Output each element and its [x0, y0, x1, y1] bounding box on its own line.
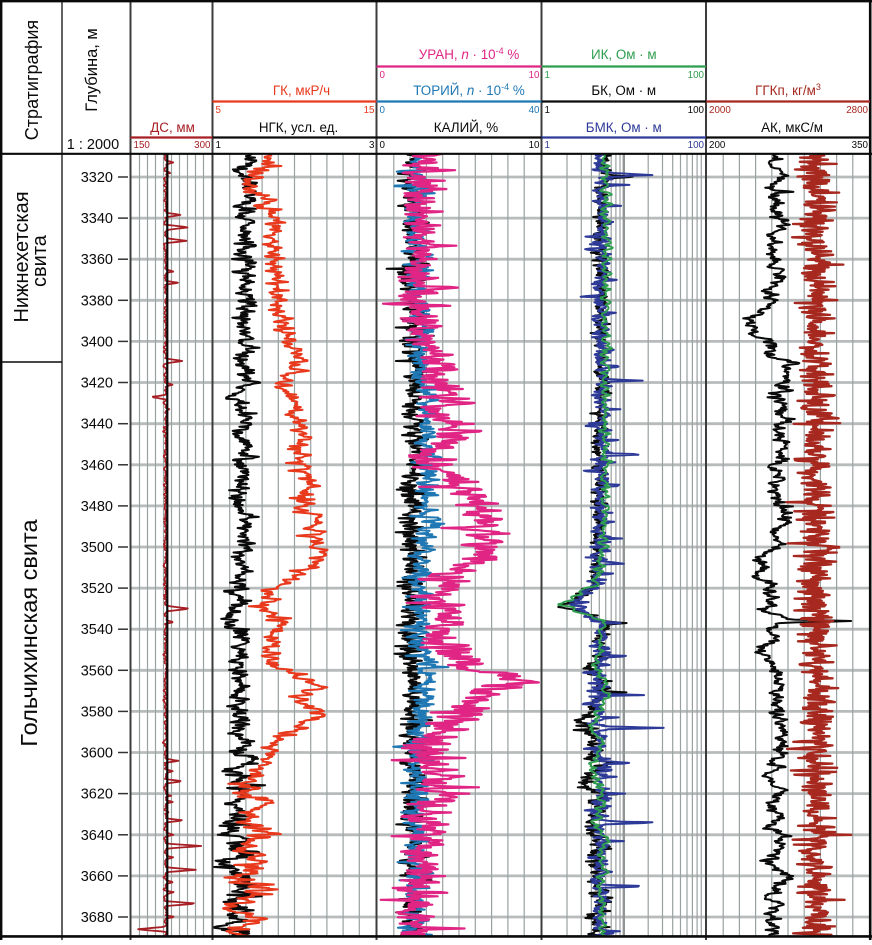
svg-text:ТОРИЙ, n · 10-4 %: ТОРИЙ, n · 10-4 % — [413, 82, 525, 98]
svg-text:1: 1 — [545, 105, 550, 116]
svg-text:3620: 3620 — [81, 787, 113, 803]
svg-text:Стратиграфия: Стратиграфия — [22, 20, 42, 140]
svg-text:БМК, Ом · м: БМК, Ом · м — [586, 120, 662, 135]
svg-text:100: 100 — [688, 105, 705, 116]
svg-text:3660: 3660 — [81, 869, 113, 885]
svg-text:3400: 3400 — [81, 334, 113, 350]
svg-text:ДС, мм: ДС, мм — [150, 120, 195, 135]
svg-text:3380: 3380 — [81, 293, 113, 309]
svg-text:300: 300 — [194, 140, 211, 151]
svg-text:КАЛИЙ, %: КАЛИЙ, % — [434, 120, 499, 135]
svg-text:40: 40 — [529, 105, 540, 116]
svg-text:ИК, Ом · м: ИК, Ом · м — [591, 47, 657, 62]
svg-text:3540: 3540 — [81, 622, 113, 638]
svg-text:3520: 3520 — [81, 581, 113, 597]
svg-text:3420: 3420 — [81, 376, 113, 392]
svg-text:100: 100 — [688, 70, 705, 81]
svg-text:15: 15 — [364, 105, 375, 116]
svg-text:3600: 3600 — [81, 746, 113, 762]
svg-text:3460: 3460 — [81, 458, 113, 474]
svg-text:ГК, мкР/ч: ГК, мкР/ч — [273, 83, 330, 98]
svg-text:200: 200 — [709, 140, 726, 151]
svg-text:Глубина, м: Глубина, м — [83, 28, 101, 112]
svg-text:3640: 3640 — [81, 828, 113, 844]
svg-text:2800: 2800 — [846, 105, 868, 116]
svg-text:свита: свита — [29, 234, 51, 287]
svg-text:350: 350 — [852, 140, 869, 151]
svg-text:Нижнехетская: Нижнехетская — [11, 191, 33, 322]
svg-text:БК, Ом · м: БК, Ом · м — [591, 83, 656, 98]
svg-text:3340: 3340 — [81, 211, 113, 227]
svg-text:5: 5 — [216, 105, 222, 116]
svg-text:Гольчихинская свита: Гольчихинская свита — [16, 519, 42, 747]
svg-text:0: 0 — [380, 70, 386, 81]
svg-text:3360: 3360 — [81, 252, 113, 268]
svg-text:150: 150 — [134, 140, 151, 151]
svg-text:10: 10 — [529, 70, 540, 81]
svg-text:3580: 3580 — [81, 704, 113, 720]
svg-text:АК, мкС/м: АК, мкС/м — [761, 120, 823, 135]
svg-text:НГК, усл. ед.: НГК, усл. ед. — [259, 120, 338, 135]
svg-text:10: 10 — [529, 140, 540, 151]
svg-text:3560: 3560 — [81, 663, 113, 679]
svg-text:1: 1 — [545, 70, 550, 81]
svg-text:2000: 2000 — [709, 105, 731, 116]
svg-text:3440: 3440 — [81, 417, 113, 433]
svg-text:0: 0 — [380, 105, 386, 116]
svg-text:УРАН, n · 10-4 %: УРАН, n · 10-4 % — [419, 46, 520, 62]
svg-text:3320: 3320 — [81, 170, 113, 186]
svg-text:3480: 3480 — [81, 499, 113, 515]
svg-text:3680: 3680 — [81, 910, 113, 926]
svg-text:1: 1 — [216, 140, 221, 151]
svg-text:1: 1 — [545, 140, 550, 151]
svg-text:ГГКп, кг/м3: ГГКп, кг/м3 — [755, 82, 821, 98]
svg-text:0: 0 — [380, 140, 386, 151]
svg-text:3: 3 — [369, 140, 375, 151]
svg-text:100: 100 — [688, 140, 705, 151]
svg-text:3500: 3500 — [81, 540, 113, 556]
svg-text:1 : 2000: 1 : 2000 — [67, 137, 119, 153]
